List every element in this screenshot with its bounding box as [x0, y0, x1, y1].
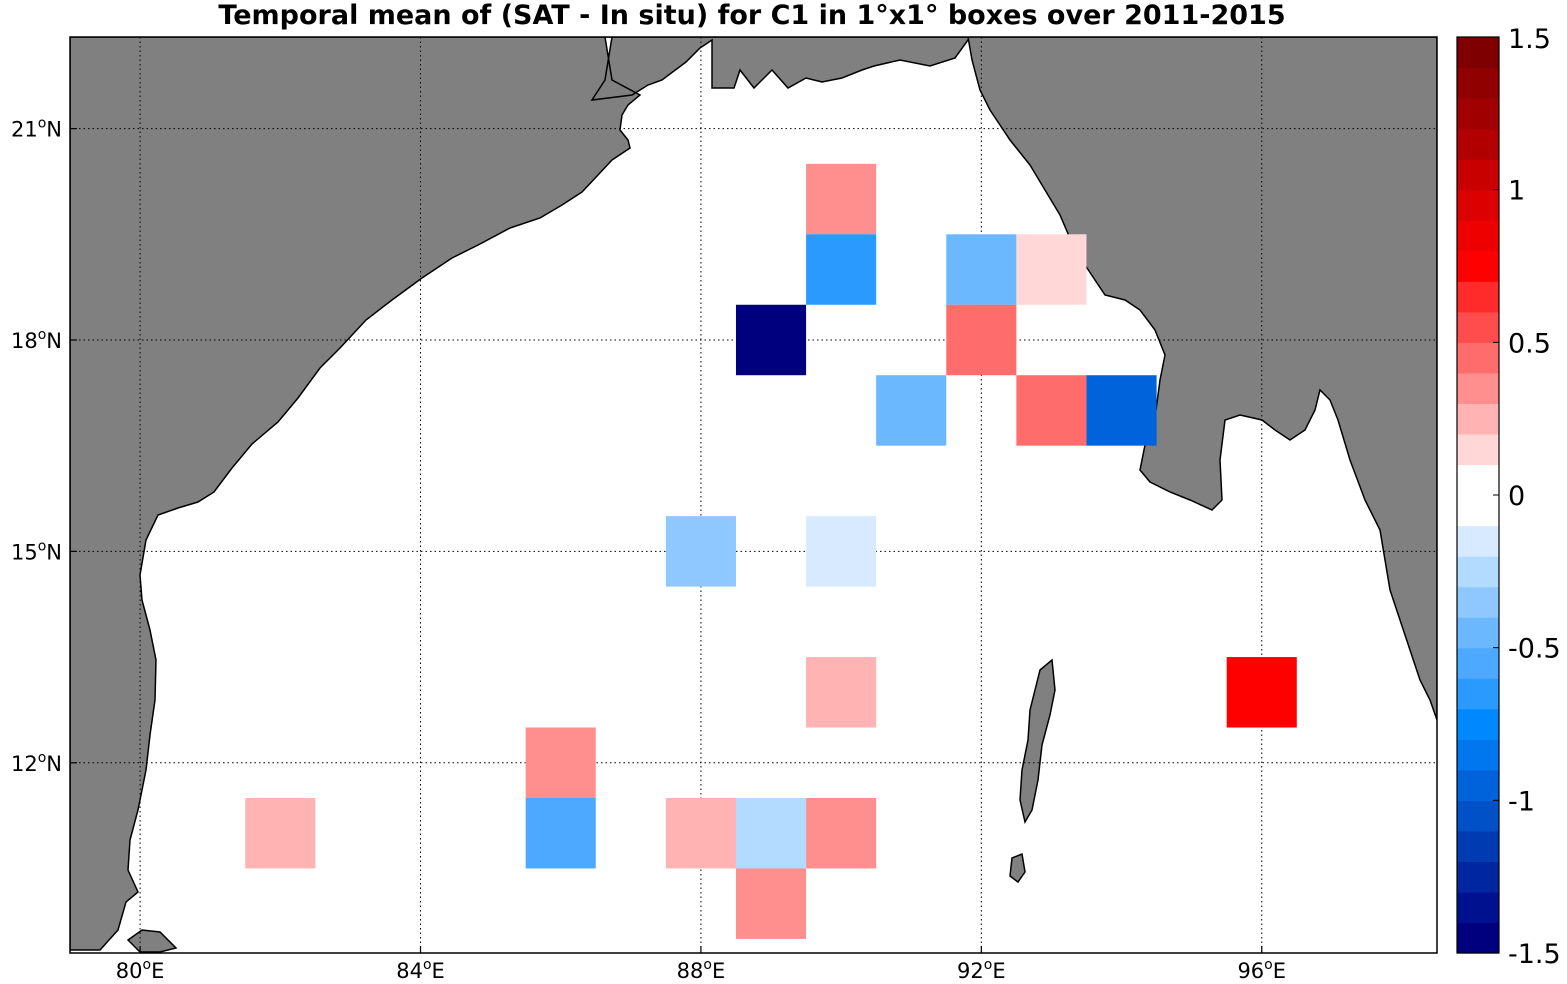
colorbar-band: [1457, 311, 1499, 343]
data-cell: [1226, 657, 1297, 728]
colorbar-band: [1457, 342, 1499, 374]
colorbar-band: [1457, 708, 1499, 740]
data-cell: [806, 163, 877, 235]
colorbar-band: [1457, 891, 1499, 924]
y-tick-label: 21oN: [11, 116, 62, 142]
data-cell: [806, 797, 877, 869]
data-cell: [806, 516, 877, 587]
y-axis-ticks: 12oN 15oN 18oN 21oN: [11, 116, 77, 776]
colorbar-band: [1457, 678, 1499, 710]
colorbar-tick-label: 0.5: [1508, 328, 1551, 359]
colorbar-band: [1457, 250, 1499, 282]
data-cell: [1016, 234, 1087, 305]
colorbar-tick-label: 1: [1508, 176, 1525, 207]
data-cell: [735, 868, 807, 939]
x-tick-label: 84oE: [396, 957, 445, 983]
colorbar-band: [1457, 464, 1499, 496]
colorbar-band: [1457, 556, 1499, 588]
chart-title: Temporal mean of (SAT - In situ) for C1 …: [218, 0, 1285, 31]
colorbar-bands: [1457, 37, 1499, 954]
colorbar-tick-label: 0: [1508, 481, 1525, 512]
data-cell: [946, 234, 1017, 305]
colorbar-band: [1457, 98, 1499, 130]
colorbar-band: [1457, 617, 1499, 649]
grid-lines: [70, 37, 1437, 953]
y-tick-label: 12oN: [11, 750, 62, 776]
data-cell: [806, 234, 877, 305]
data-cell: [665, 516, 736, 587]
colorbar-band: [1457, 128, 1499, 160]
data-cell: [245, 797, 316, 869]
colorbar-band: [1457, 647, 1499, 679]
data-cells: [245, 163, 1297, 939]
colorbar-band: [1457, 189, 1499, 221]
data-cell: [1016, 375, 1087, 446]
colorbar-band: [1457, 281, 1499, 313]
colorbar-tick-label: -1.5: [1508, 939, 1561, 970]
data-cell: [1086, 375, 1157, 446]
data-cell: [735, 304, 807, 376]
colorbar-band: [1457, 220, 1499, 252]
colorbar: 1.5 1 0.5 0 -0.5 -1 -1.5: [1456, 24, 1561, 970]
colorbar-band: [1457, 433, 1499, 466]
colorbar-band: [1457, 67, 1499, 99]
data-cell: [525, 797, 596, 869]
colorbar-band: [1457, 769, 1499, 801]
colorbar-band: [1457, 37, 1499, 69]
x-tick-label: 88oE: [677, 957, 726, 983]
colorbar-tick-label: -0.5: [1508, 634, 1561, 665]
y-tick-label: 15oN: [11, 538, 62, 564]
colorbar-ticks: 1.5 1 0.5 0 -0.5 -1 -1.5: [1493, 24, 1561, 970]
colorbar-band: [1457, 739, 1499, 771]
colorbar-tick-label: -1: [1508, 786, 1535, 817]
data-cell: [806, 657, 877, 728]
x-tick-label: 80oE: [116, 957, 165, 983]
colorbar-band: [1457, 403, 1499, 435]
colorbar-band: [1457, 861, 1499, 893]
colorbar-tick-label: 1.5: [1508, 24, 1551, 55]
colorbar-band: [1457, 800, 1499, 832]
india-coast-landmass: [70, 37, 971, 951]
colorbar-band: [1457, 495, 1499, 527]
data-cell: [946, 304, 1017, 376]
data-cell: [665, 797, 736, 869]
myanmar-coast-landmass: [967, 37, 1437, 721]
colorbar-band: [1457, 922, 1499, 954]
y-tick-label: 18oN: [11, 327, 62, 353]
andaman-islands: [1019, 658, 1056, 825]
x-tick-label: 96oE: [1237, 957, 1286, 983]
little-andaman-island: [1009, 852, 1026, 884]
colorbar-band: [1457, 586, 1499, 618]
colorbar-band: [1457, 372, 1499, 404]
data-cell: [525, 727, 596, 798]
colorbar-band: [1457, 159, 1499, 191]
data-cell: [876, 375, 947, 446]
colorbar-band: [1457, 830, 1499, 862]
x-tick-label: 92oE: [957, 957, 1006, 983]
x-axis-ticks: 80oE 84oE 88oE 92oE 96oE: [116, 946, 1286, 983]
plot-frame: [69, 36, 1438, 954]
data-cell: [735, 797, 807, 869]
colorbar-band: [1457, 525, 1499, 557]
